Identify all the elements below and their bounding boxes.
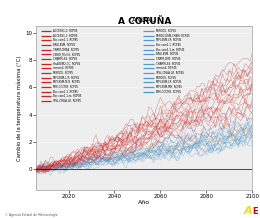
Text: © Agencia Estatal de Meteorología: © Agencia Estatal de Meteorología bbox=[5, 213, 57, 217]
Y-axis label: Cambio de la temperatura máxima (°C): Cambio de la temperatura máxima (°C) bbox=[17, 55, 22, 161]
X-axis label: Año: Año bbox=[138, 200, 150, 205]
Text: A: A bbox=[244, 206, 252, 216]
Title: A CORUÑA: A CORUÑA bbox=[118, 17, 171, 26]
Text: ANUAL: ANUAL bbox=[132, 17, 156, 23]
Text: E: E bbox=[252, 207, 257, 216]
